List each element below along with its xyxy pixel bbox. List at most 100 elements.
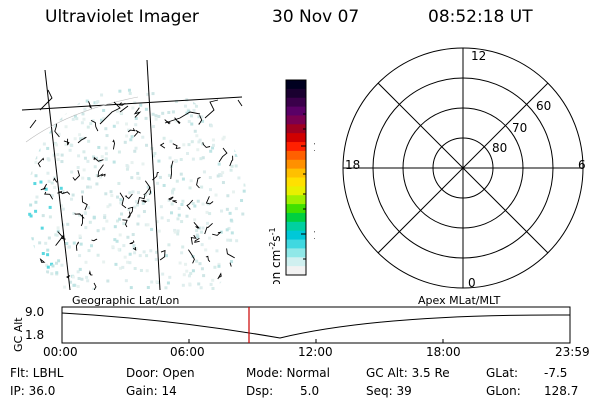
coastline-segment [226, 248, 235, 259]
emission-pixel [211, 278, 215, 282]
emission-pixel [208, 212, 212, 216]
emission-pixel [243, 183, 247, 187]
emission-pixel [179, 158, 183, 162]
emission-pixel [146, 223, 150, 227]
emission-pixel [92, 215, 96, 219]
emission-pixel [45, 263, 49, 267]
coastline-segment [119, 192, 127, 209]
emission-pixel [77, 276, 81, 280]
emission-pixel [34, 156, 38, 160]
emission-pixel [55, 271, 59, 275]
emission-pixel [181, 199, 185, 203]
emission-pixel [120, 212, 124, 216]
emission-pixel [50, 194, 54, 198]
emission-pixel [29, 91, 33, 95]
seq-status: Seq: 39 [366, 384, 412, 398]
emission-pixel [59, 204, 63, 208]
emission-pixel [186, 151, 190, 155]
emission-pixel [187, 120, 191, 124]
emission-pixel [164, 286, 168, 290]
emission-pixel [177, 213, 181, 217]
emission-pixel [167, 243, 171, 247]
emission-pixel [193, 129, 197, 133]
coastline-segment [128, 211, 131, 218]
door-status: Door: Open [126, 366, 195, 380]
emission-pixel [155, 250, 159, 254]
colorbar-swatch [286, 115, 306, 125]
emission-pixel [98, 175, 102, 179]
emission-pixel [82, 117, 86, 121]
emission-pixel [33, 182, 37, 186]
emission-pixel [84, 226, 88, 230]
emission-pixel [40, 139, 44, 143]
emission-pixel [118, 233, 122, 237]
emission-pixel [97, 145, 101, 149]
emission-pixel [61, 207, 65, 211]
emission-pixel [72, 212, 76, 216]
coastline-segment [54, 123, 60, 138]
dsp-label: Dsp: [246, 384, 274, 398]
emission-pixel [152, 125, 156, 129]
emission-pixel [47, 179, 51, 183]
emission-pixel [46, 116, 50, 120]
emission-pixel [38, 241, 42, 245]
emission-pixel [195, 134, 199, 138]
disk-edge-top [25, 96, 139, 143]
emission-pixel [64, 125, 68, 129]
emission-pixel [89, 122, 93, 126]
emission-pixel [108, 203, 112, 207]
emission-pixel [145, 143, 149, 147]
coastline-segment [112, 139, 115, 150]
emission-pixel [127, 88, 131, 92]
emission-pixel [146, 198, 150, 202]
emission-pixel [41, 252, 45, 256]
coastline-segment [212, 231, 222, 236]
emission-pixel [122, 244, 126, 248]
colorbar-swatch [286, 230, 306, 241]
timeline-y-tick: 9.0 [25, 305, 44, 319]
coastline-segment [75, 241, 79, 251]
timeline-y-axis-label: GC Alt [12, 317, 25, 352]
emission-pixel [136, 171, 140, 175]
emission-pixel [144, 116, 148, 120]
emission-pixel [243, 91, 247, 95]
emission-pixel [184, 262, 188, 266]
emission-pixel [142, 250, 146, 254]
coastline-segment [193, 222, 200, 229]
emission-pixel [162, 183, 166, 187]
emission-pixel [110, 194, 114, 198]
emission-pixel [125, 167, 129, 171]
emission-pixel [95, 182, 99, 186]
emission-pixel [139, 103, 143, 107]
emission-pixel [215, 249, 219, 253]
coastline-segment [202, 142, 211, 148]
emission-pixel [116, 219, 120, 223]
emission-pixel [54, 233, 58, 237]
emission-pixel [78, 234, 82, 238]
emission-pixel [200, 243, 204, 247]
emission-pixel [141, 201, 145, 205]
emission-pixel [93, 165, 97, 169]
emission-pixel [134, 146, 138, 150]
emission-pixel [172, 187, 176, 191]
emission-pixel [218, 172, 222, 176]
coastline-segment [198, 115, 203, 125]
emission-pixel [87, 206, 91, 210]
coastline-segment [133, 246, 137, 251]
colorbar-swatch [286, 212, 306, 223]
coastline-segment [119, 105, 129, 113]
emission-pixel [81, 176, 85, 180]
altitude-curve [61, 312, 571, 339]
emission-pixel [159, 205, 163, 209]
emission-pixel [193, 218, 197, 222]
emission-pixel [194, 104, 198, 108]
emission-pixel [126, 165, 130, 169]
emission-pixel [68, 148, 72, 152]
emission-pixel [84, 260, 88, 264]
emission-pixel [115, 109, 119, 113]
emission-pixel [211, 138, 215, 142]
emission-pixel [87, 249, 91, 253]
emission-pixel [47, 286, 51, 290]
emission-pixel [153, 151, 157, 155]
emission-pixel [193, 204, 197, 208]
